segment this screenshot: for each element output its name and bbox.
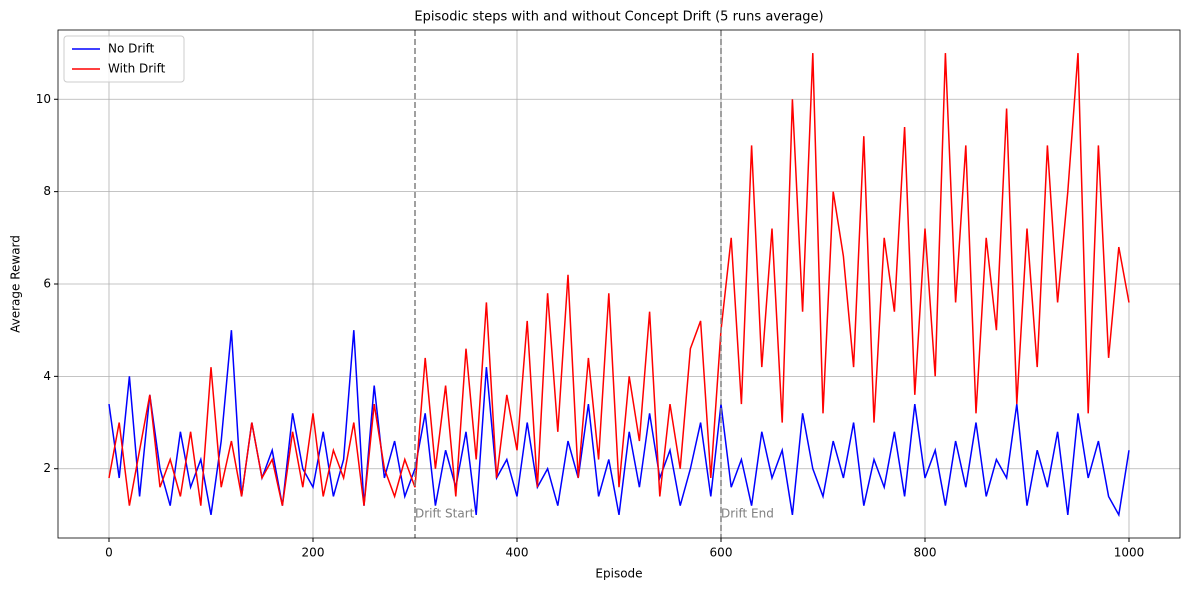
legend-box — [63, 35, 185, 83]
x-tick-label: 600 — [710, 546, 733, 560]
x-tick-label: 200 — [302, 546, 325, 560]
legend-label: With Drift — [108, 62, 166, 76]
plot-frame — [57, 29, 1181, 539]
chart-title: Episodic steps with and without Concept … — [414, 10, 823, 25]
x-tick-label: 800 — [914, 546, 937, 560]
annotation: Drift End — [721, 507, 774, 521]
y-tick-label: 6 — [43, 277, 51, 291]
x-tick-label: 1000 — [1114, 546, 1145, 560]
x-tick-label: 400 — [506, 546, 529, 560]
y-tick-label: 4 — [43, 369, 51, 383]
y-tick-label: 10 — [36, 92, 51, 106]
data-line — [108, 53, 1130, 506]
annotation: Drift Start — [415, 507, 475, 521]
y-axis-label: Average Reward — [9, 235, 23, 333]
y-tick-label: 8 — [43, 184, 51, 198]
x-tick-label: 0 — [105, 546, 113, 560]
legend-label: No Drift — [108, 42, 155, 56]
y-tick-label: 2 — [43, 461, 51, 475]
x-axis-label: Episode — [595, 567, 642, 581]
